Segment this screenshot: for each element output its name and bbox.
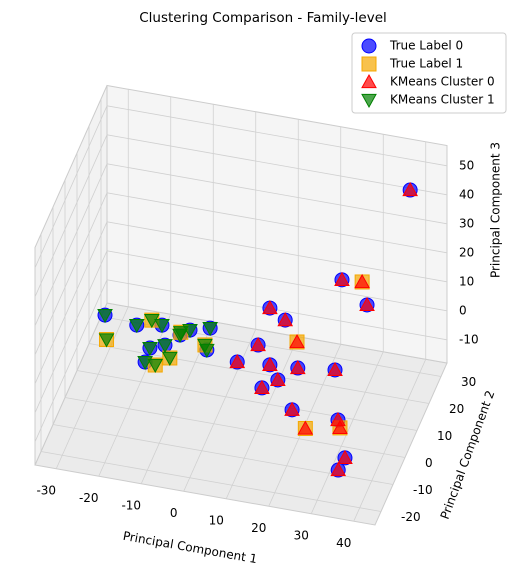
point [297, 420, 314, 435]
legend-label: KMeans Cluster 1 [390, 93, 495, 107]
point [254, 379, 270, 395]
z-tick-label: 30 [459, 216, 474, 230]
z-tick-label: -10 [459, 332, 479, 346]
y-tick-label: 30 [461, 375, 476, 389]
point [161, 351, 178, 367]
legend-marker [361, 93, 377, 109]
grid-line [225, 336, 299, 499]
point [359, 296, 375, 312]
legend-marker [361, 56, 377, 72]
grid-line [106, 134, 448, 196]
grid-line [34, 134, 108, 297]
point [262, 356, 278, 371]
point [154, 319, 170, 334]
x-tick-label: 0 [170, 506, 178, 520]
chart-title: Clustering Comparison - Family-level [139, 10, 387, 26]
grid-line [106, 105, 448, 167]
point [277, 312, 294, 327]
x-axis-label: Principal Component 1 [122, 529, 258, 566]
point [98, 333, 115, 348]
point [157, 339, 173, 354]
y-tick-label: 20 [449, 402, 464, 416]
point [327, 361, 343, 377]
grid-line [183, 329, 257, 492]
point [128, 318, 145, 334]
legend: True Label 0 True Label 1 KMeans Cluster 0… [351, 32, 507, 114]
y-tick-label: -20 [401, 510, 421, 524]
point [250, 336, 266, 352]
legend-box [351, 32, 507, 114]
point [284, 401, 300, 416]
marks [97, 182, 419, 478]
point [270, 371, 286, 387]
point [289, 360, 306, 375]
point [334, 271, 350, 286]
x-tick-label: 10 [209, 513, 224, 527]
point [172, 326, 189, 341]
point [147, 358, 164, 374]
point [337, 449, 353, 464]
grid-line [34, 163, 108, 326]
y-tick-label: -10 [413, 483, 433, 497]
point [354, 273, 370, 289]
x-tick-label: -20 [79, 491, 99, 505]
grid-line [353, 359, 427, 522]
back-pane [106, 84, 448, 364]
ticks: -30 -20 -10 0 10 20 30 40 -20 -10 0 10 20 30 -10 0 10 20 3… [36, 158, 478, 549]
point [289, 333, 305, 349]
x-tick-label: -10 [121, 498, 141, 512]
grid [34, 89, 448, 522]
point [332, 419, 348, 434]
z-tick-label: 40 [459, 187, 474, 201]
z-tick-label: 10 [459, 274, 474, 288]
point [262, 300, 278, 315]
point [143, 314, 160, 329]
point [197, 338, 213, 353]
legend-marker [361, 38, 377, 54]
legend-marker [361, 73, 377, 89]
z-tick-label: 20 [459, 245, 474, 259]
grid-line [106, 250, 448, 312]
point [229, 353, 246, 369]
x-tick-label: 40 [336, 536, 351, 550]
point [402, 182, 419, 197]
point [202, 322, 218, 337]
z-tick-label: 0 [459, 303, 467, 317]
grid-line [106, 163, 448, 225]
grid-line [34, 279, 108, 442]
grid-line [34, 250, 108, 413]
grid-line [55, 306, 129, 469]
legend-label: True Label 0 [389, 39, 463, 53]
grid-line [40, 451, 382, 512]
legend-label: KMeans Cluster 0 [390, 75, 495, 89]
grid-line [34, 192, 108, 355]
legend-label: True Label 1 [389, 57, 463, 71]
z-axis-label: Principal Component 3 [489, 142, 503, 278]
grid-line [76, 370, 418, 431]
grid-line [34, 221, 108, 384]
x-tick-label: -30 [36, 483, 56, 497]
panes [34, 84, 448, 526]
z-tick-label: 50 [459, 158, 474, 172]
x-tick-label: 20 [251, 521, 266, 535]
point [142, 341, 158, 357]
x-tick-label: 30 [294, 528, 309, 542]
grid-line [34, 105, 108, 268]
point [97, 308, 113, 324]
y-tick-label: 10 [437, 429, 452, 443]
grid-line [64, 397, 406, 458]
grid-line [106, 221, 448, 283]
point [330, 462, 347, 477]
grid-line [106, 192, 448, 254]
y-axis-label: Principal Component 2 [438, 388, 498, 521]
y-tick-label: 0 [425, 456, 433, 470]
